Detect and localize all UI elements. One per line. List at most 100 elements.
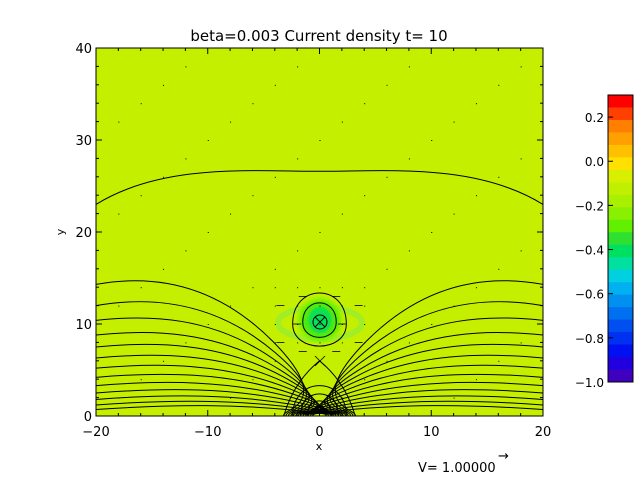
- velocity-dot: [230, 213, 232, 215]
- velocity-dot: [364, 305, 366, 307]
- field-line: [96, 170, 543, 205]
- field-line: [96, 343, 315, 416]
- velocity-dot: [475, 379, 477, 381]
- velocity-dot: [140, 195, 142, 197]
- velocity-dot: [185, 66, 187, 68]
- velocity-dot: [408, 66, 410, 68]
- velocity-dot: [453, 397, 455, 399]
- velocity-dot: [386, 360, 388, 362]
- velocity-dot: [498, 84, 500, 86]
- y-tick-label: 30: [75, 134, 92, 149]
- colorbar-tick-label: −0.4: [575, 244, 604, 258]
- velocity-dot: [118, 213, 120, 215]
- colorbar-swatch: [608, 119, 633, 133]
- velocity-dot: [140, 103, 142, 105]
- velocity-dot: [520, 342, 522, 344]
- velocity-dot: [297, 342, 299, 344]
- colorbar: [607, 94, 634, 383]
- colorbar-swatch: [608, 207, 633, 221]
- field-line: [300, 393, 339, 416]
- velocity-dot: [207, 232, 209, 233]
- velocity-dot: [118, 397, 120, 399]
- velocity-dot: [297, 158, 299, 160]
- velocity-dot: [386, 268, 388, 270]
- velocity-dot: [319, 232, 321, 233]
- velocity-dot: [364, 379, 366, 381]
- velocity-dot: [319, 342, 321, 344]
- colorbar-swatch: [608, 269, 633, 283]
- o-point-marker: [312, 314, 328, 330]
- y-axis-label: y: [54, 228, 67, 235]
- velocity-dot: [319, 287, 321, 289]
- x-tick-label: −10: [194, 425, 221, 440]
- velocity-dot: [386, 84, 388, 86]
- colorbar-swatch: [608, 294, 633, 308]
- velocity-dot: [297, 66, 299, 68]
- velocity-dot: [475, 287, 477, 289]
- velocity-dot: [520, 250, 522, 252]
- velocity-dot: [386, 176, 388, 178]
- velocity-dot: [297, 305, 299, 307]
- colorbar-swatch: [608, 282, 633, 296]
- colorbar-swatch: [608, 232, 633, 246]
- velocity-dot: [297, 250, 299, 252]
- velocity-dot: [185, 342, 187, 344]
- y-tick-label: 20: [75, 226, 92, 241]
- velocity-dot: [364, 342, 366, 344]
- velocity-dot: [252, 379, 254, 381]
- y-tick-label: 10: [75, 318, 92, 333]
- velocity-dot: [520, 66, 522, 68]
- field-line: [292, 385, 347, 416]
- x-point-marker: [314, 355, 326, 367]
- colorbar-swatch: [608, 307, 633, 321]
- velocity-dot: [230, 121, 232, 123]
- velocity-dot: [207, 324, 209, 325]
- velocity-dot: [140, 379, 142, 381]
- colorbar-frame: [607, 94, 634, 383]
- colorbar-swatch: [608, 132, 633, 146]
- x-axis-ticks: −20 −10 0 10 20: [82, 48, 551, 440]
- chart-title: beta=0.003 Current density t= 10: [190, 27, 447, 45]
- colorbar-swatch: [608, 257, 633, 271]
- velocity-dot: [431, 140, 433, 141]
- field-line: [96, 301, 307, 416]
- velocity-dot: [319, 140, 321, 141]
- velocity-dot: [163, 84, 165, 86]
- velocity-dot: [520, 158, 522, 160]
- field-line: [302, 405, 543, 416]
- colorbar-swatch: [608, 219, 633, 233]
- velocity-dot: [319, 324, 321, 325]
- velocity-dot: [364, 195, 366, 197]
- colorbar-swatch: [608, 107, 633, 121]
- colorbar-tick-label: −0.6: [575, 288, 604, 302]
- velocity-dot: [431, 324, 433, 325]
- velocity-dot: [230, 397, 232, 399]
- velocity-dot: [118, 121, 120, 123]
- colorbar-swatch: [608, 144, 633, 158]
- velocity-dot: [341, 121, 343, 123]
- field-line: [332, 301, 543, 416]
- velocity-dot: [252, 287, 254, 289]
- velocity-dot: [341, 324, 343, 325]
- colorbar-swatch: [608, 319, 633, 333]
- velocity-dot: [163, 176, 165, 178]
- colorbar-swatch: [608, 182, 633, 196]
- field-line: [318, 364, 543, 416]
- velocity-dot: [431, 232, 433, 233]
- velocity-dot: [163, 268, 165, 270]
- velocity-dot: [185, 158, 187, 160]
- velocity-dot: [274, 305, 276, 307]
- velocity-dot: [297, 287, 299, 289]
- velocity-dot: [453, 305, 455, 307]
- velocity-dot: [408, 250, 410, 252]
- colorbar-tick-label: −1.0: [575, 376, 604, 390]
- velocity-scale-arrow: →: [498, 449, 509, 464]
- colorbar-tick-label: −0.2: [575, 199, 604, 213]
- velocity-dot: [408, 158, 410, 160]
- velocity-dot: [252, 103, 254, 105]
- velocity-dot: [118, 305, 120, 307]
- velocity-dot: [498, 176, 500, 178]
- velocity-dot: [274, 287, 276, 289]
- velocity-dot: [185, 250, 187, 252]
- velocity-dot: [319, 305, 321, 307]
